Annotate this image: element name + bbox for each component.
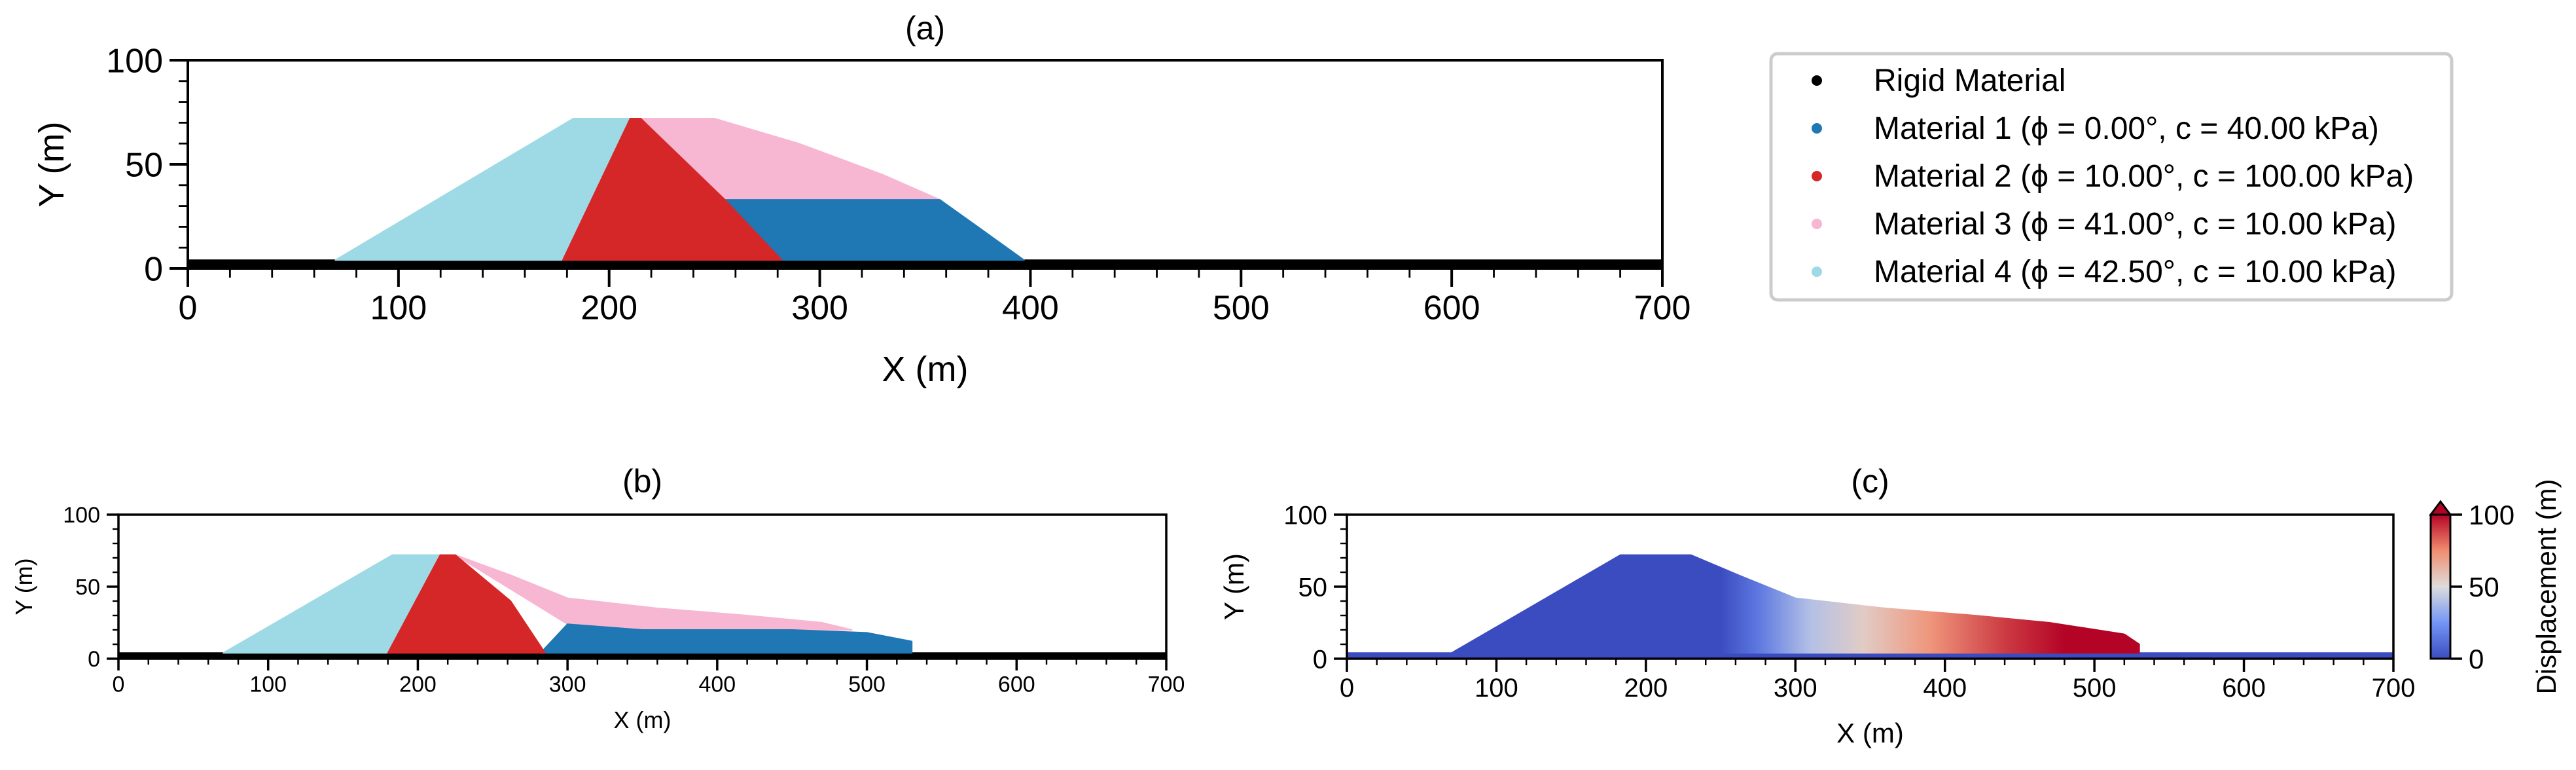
panel-b-y-ticks: 0 50 100 [63, 503, 118, 672]
legend-marker [1812, 171, 1822, 181]
legend-entry: Material 4 (ϕ = 42.50°, c = 10.00 kPa) [1874, 255, 2397, 289]
x-tick-label: 100 [249, 672, 287, 697]
series-material-2 [387, 554, 546, 654]
x-tick-label: 500 [848, 672, 885, 697]
x-tick-label: 100 [370, 289, 427, 327]
colorbar: 0 50 100 Displacement (m) [2429, 479, 2562, 695]
x-tick-label: 0 [1340, 674, 1354, 703]
x-tick-label: 400 [698, 672, 736, 697]
legend-marker [1812, 219, 1822, 229]
panel-a-y-ticks: 0 50 100 [106, 43, 188, 289]
x-tick-label: 600 [998, 672, 1035, 697]
y-tick-label: 50 [75, 575, 100, 600]
colorbar-ticks: 0 50 100 [2450, 500, 2514, 674]
legend: Rigid Material Material 1 (ϕ = 0.00°, c =… [1769, 52, 2454, 302]
series-base [1347, 652, 2393, 659]
colorbar-tick-label: 0 [2469, 644, 2484, 674]
panel-b-x-label: X (m) [614, 706, 671, 733]
x-tick-label: 100 [1475, 674, 1518, 703]
x-tick-label: 300 [791, 289, 848, 327]
panel-a-y-label: Y (m) [32, 122, 71, 208]
legend-marker [1812, 75, 1822, 86]
x-tick-label: 400 [1923, 674, 1967, 703]
x-tick-label: 700 [2372, 674, 2416, 703]
series-material-1 [540, 623, 913, 654]
legend-marker [1812, 266, 1822, 277]
panel-c-title: (c) [1851, 463, 1889, 500]
panel-a-title: (a) [905, 10, 945, 46]
x-tick-label: 200 [399, 672, 437, 697]
panel-c-x-label: X (m) [1836, 718, 1904, 748]
x-tick-label: 700 [1148, 672, 1185, 697]
panel-a-data [187, 118, 1663, 269]
colorbar-label: Displacement (m) [2531, 479, 2562, 694]
y-tick-label: 50 [1298, 573, 1328, 602]
x-tick-label: 200 [581, 289, 637, 327]
colorbar-extend-arrow [2429, 500, 2452, 516]
colorbar-tick-label: 100 [2469, 500, 2514, 530]
x-tick-label: 300 [549, 672, 586, 697]
panel-a-x-ticks: 0 100 200 300 400 500 600 700 [179, 268, 1691, 327]
panel-b-title: (b) [622, 463, 662, 500]
x-tick-label: 600 [1423, 289, 1480, 327]
y-tick-label: 0 [1313, 645, 1327, 674]
legend-entry: Material 1 (ϕ = 0.00°, c = 40.00 kPa) [1874, 111, 2379, 146]
panel-c-y-label: Y (m) [1219, 553, 1249, 620]
legend-box [1769, 52, 2454, 302]
y-tick-label: 0 [88, 647, 100, 672]
legend-marker [1812, 123, 1822, 134]
panel-c-data [1347, 554, 2393, 659]
panel-b-data [118, 554, 1167, 659]
series-material-2 [562, 118, 783, 261]
y-tick-label: 100 [106, 43, 163, 81]
legend-entry: Material 3 (ϕ = 41.00°, c = 10.00 kPa) [1874, 207, 2397, 242]
x-tick-label: 0 [113, 672, 125, 697]
x-tick-label: 500 [2073, 674, 2117, 703]
colorbar-tick-label: 50 [2469, 572, 2499, 602]
legend-entry: Material 2 (ϕ = 10.00°, c = 100.00 kPa) [1874, 159, 2414, 194]
x-tick-label: 300 [1774, 674, 1817, 703]
legend-entry: Rigid Material [1874, 64, 2066, 98]
panel-c-x-ticks: 0 100 200 300 400 500 600 700 [1340, 659, 2416, 703]
panel-a-x-label: X (m) [882, 350, 969, 389]
panel-c-y-ticks: 0 50 100 [1283, 501, 1347, 674]
y-tick-label: 50 [125, 147, 163, 185]
series-mass [1450, 554, 2140, 654]
y-tick-label: 100 [1283, 501, 1327, 530]
x-tick-label: 400 [1002, 289, 1059, 327]
x-tick-label: 0 [179, 289, 198, 327]
y-tick-label: 100 [63, 503, 100, 528]
colorbar-gradient [2429, 513, 2452, 660]
panel-b-x-ticks: 0 100 200 300 400 500 600 700 [113, 659, 1185, 697]
x-tick-label: 500 [1213, 289, 1270, 327]
x-tick-label: 600 [2222, 674, 2266, 703]
x-tick-label: 200 [1624, 674, 1668, 703]
x-tick-label: 700 [1634, 289, 1691, 327]
panel-b-y-label: Y (m) [10, 558, 37, 615]
y-tick-label: 0 [144, 251, 163, 289]
